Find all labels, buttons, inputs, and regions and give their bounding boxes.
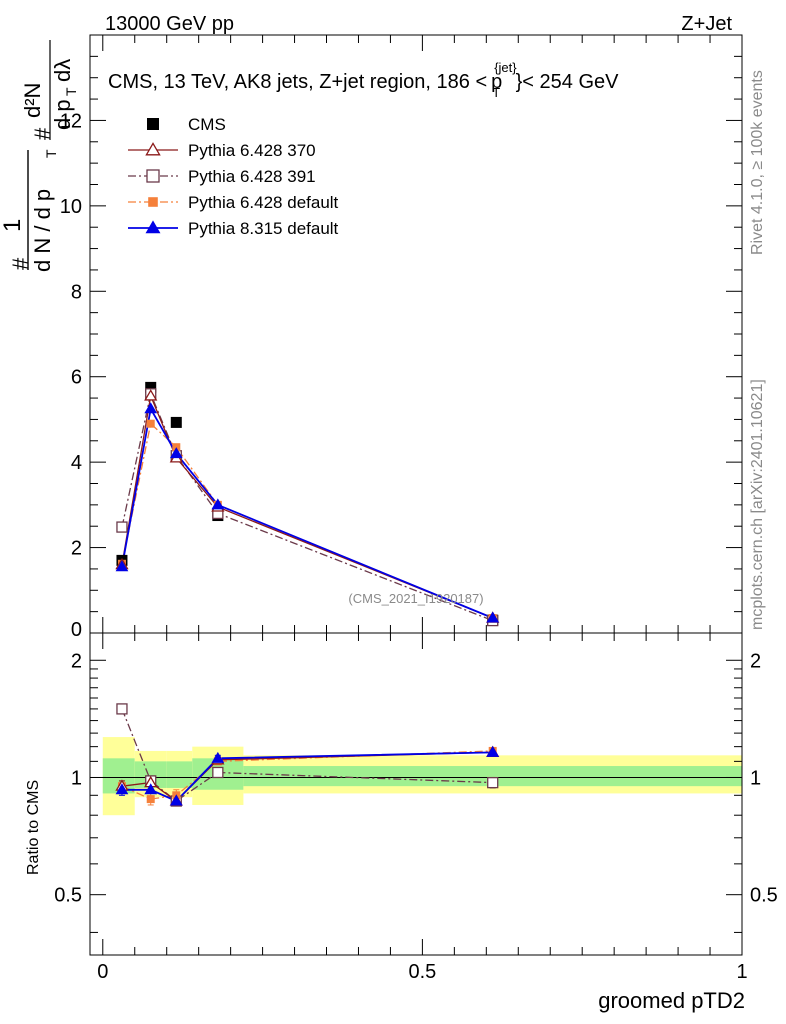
series-point [486,611,500,623]
ratio-tick-label-left: 2 [71,650,82,672]
y-tick-label: 0 [71,619,82,641]
ylabel-top-d2n: d²N [20,83,45,118]
chart-title: CMS, 13 TeV, AK8 jets, Z+jet region, 186… [108,60,619,100]
series-line [121,406,494,619]
series-point [144,389,158,401]
x-tick-labels: 0 0.5 1 [97,961,747,983]
watermark: (CMS_2021_I1920187) [348,591,483,606]
header-right: Z+Jet [681,13,732,35]
ratio-point [144,783,158,795]
x-tick-label: 0.5 [408,961,436,983]
ratio-point [115,783,129,795]
ratio-point [146,795,155,804]
ratio-tick-label-right: 0.5 [750,885,778,907]
ylabel-top-hash2: # [30,127,55,140]
top-series-layer [115,381,500,627]
x-tick-label: 1 [736,961,747,983]
legend-marker [145,220,161,234]
x-tick-label: 0 [97,961,108,983]
ylabel-top-one: 1 [0,219,26,232]
ratio-point [486,745,500,757]
ratio-tick-label-left: 1 [71,767,82,789]
chart-title-tail: }< 254 GeV [516,71,620,93]
ylabel-top: # 1 d N / d p T # d²N d p T dλ [0,40,79,272]
cms-data-point [145,381,157,393]
ratio-point [116,703,128,715]
legend-marker [148,197,158,207]
ratio-tick-label-right: 1 [750,767,761,789]
chart-title-sub: T [492,85,500,100]
legend-marker [145,142,161,156]
ratio-bands [102,737,743,816]
series-point [169,447,183,459]
ratio-tick-label-right: 2 [750,650,761,672]
ylabel-top-hash: # [8,257,33,270]
ratio-frame [89,632,743,956]
series-line [121,393,493,619]
legend-label-cms: CMS [188,115,226,134]
main-panel: 0 2 4 6 8 10 12 [60,34,743,641]
chart-title-sup: {jet} [494,60,517,75]
y-tick-label: 10 [60,196,82,218]
ratio-series-line [121,708,493,802]
ratio-tick-label-left: 0.5 [54,885,82,907]
series-point [146,419,155,428]
ratio-band-inner [166,761,193,788]
legend-label: Pythia 6.428 default [188,193,339,212]
ratio-point [487,776,499,789]
x-axis-label: groomed pTD2 [598,988,745,1013]
ratio-panel: 0.5 0.5 1 1 2 2 [54,632,778,956]
ylabel-top-dpt: d p [50,99,75,130]
y-tick-label: 8 [71,281,82,303]
ratio-point [212,766,224,779]
y-tick-label: 12 [60,110,82,132]
rivet-label: Rivet 4.1.0, ≥ 100k events [749,70,766,255]
ratio-point [169,794,183,806]
legend: CMS Pythia 6.428 370 Pythia 6.428 391 Pythi… [128,115,339,238]
y-tick-label: 6 [71,367,82,389]
ratio-point [211,751,225,763]
ylabel-top-dl: dλ [50,59,75,82]
legend-marker-cms [147,118,159,130]
mcplots-label: mcplots.cern.ch [arXiv:2401.10621] [749,379,766,630]
series-point [115,560,129,572]
legend-label: Pythia 6.428 391 [188,167,316,186]
chart-title-main: CMS, 13 TeV, AK8 jets, Z+jet region, 186… [108,71,487,93]
cms-data-point [170,416,182,428]
legend-label: Pythia 6.428 370 [188,141,316,160]
header-left: 13000 GeV pp [105,13,234,35]
legend-label: Pythia 8.315 default [188,219,339,238]
ylabel-top-t2: T [63,87,79,96]
ylabel-top-t1: T [43,149,59,158]
series-point [116,521,128,533]
top-axis: 0 2 4 6 8 10 12 [60,35,743,641]
series-point [211,498,225,510]
legend-marker [146,169,160,183]
y-tick-label: 4 [71,452,82,474]
ratio-band-inner [243,766,743,787]
ratio-series-layer [115,703,500,807]
ylabel-top-dn: d N / d p [30,189,55,272]
ratio-series-line [121,750,493,800]
series-point [144,402,158,414]
ratio-ylabel: Ratio to CMS [25,780,42,875]
y-tick-label: 2 [71,538,82,560]
chart-title-p: p [491,71,502,93]
